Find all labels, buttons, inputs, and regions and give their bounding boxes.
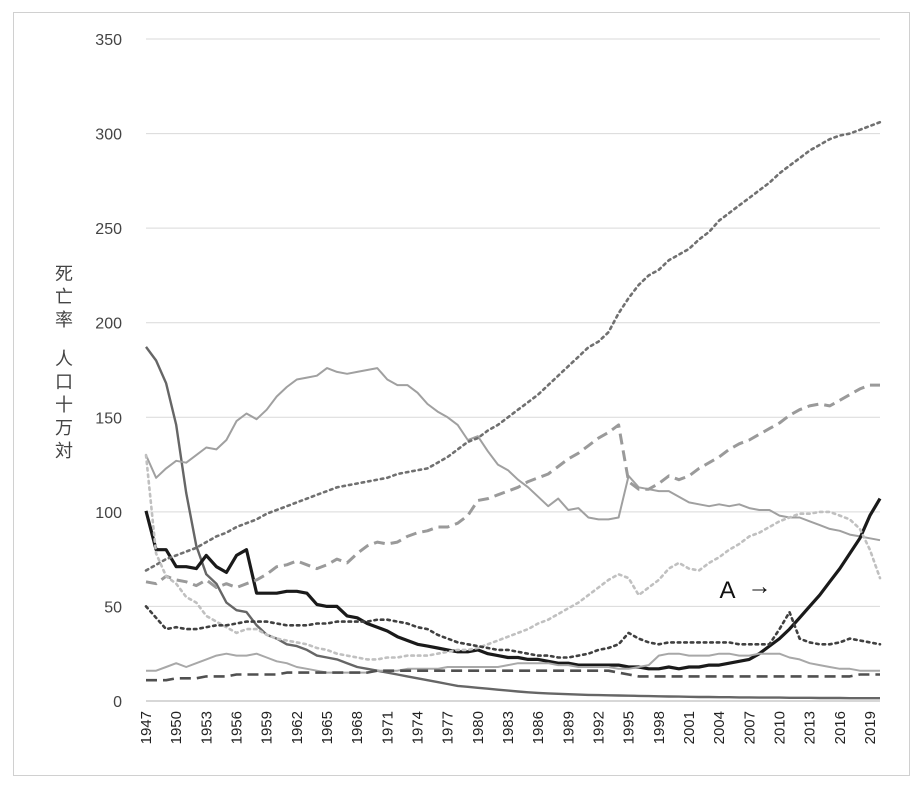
y-tick-label: 50 (104, 599, 122, 616)
y-axis-label-char: 対 (55, 441, 73, 462)
y-axis-label-char: 十 (55, 395, 73, 416)
x-tick-label: 1968 (349, 711, 366, 744)
chart-frame (13, 12, 910, 776)
x-tick-label: 1977 (440, 711, 457, 744)
y-axis-label-char: 万 (55, 418, 73, 439)
y-axis-label-char: 人 (55, 349, 73, 370)
x-tick-label: 1980 (470, 711, 487, 744)
y-tick-label: 300 (95, 127, 122, 144)
x-tick-label: 2010 (772, 711, 789, 744)
x-tick-label: 1965 (319, 711, 336, 744)
x-tick-label: 2007 (741, 711, 758, 744)
series-line-5 (145, 383, 880, 589)
x-tick-label: 1992 (591, 711, 608, 744)
y-tick-label: 0 (113, 694, 122, 711)
y-axis-label-char: 死 (55, 264, 73, 285)
x-tick-label: 1956 (229, 711, 246, 744)
annotation-label: A (720, 577, 736, 604)
y-axis-label-char: 亡 (55, 287, 73, 308)
annotation-a: A → (720, 573, 772, 604)
y-tick-label: 350 (95, 32, 122, 49)
x-tick-label: 1989 (560, 711, 577, 744)
x-tick-label: 1959 (259, 711, 276, 744)
x-tick-label: 2016 (832, 711, 849, 744)
y-axis-label-char: 口 (55, 372, 73, 393)
series-line-2 (145, 367, 881, 542)
x-tick-label: 1974 (410, 711, 427, 744)
x-tick-label: 2013 (802, 711, 819, 744)
x-tick-label: 1971 (379, 711, 396, 744)
x-tick-label: 1986 (530, 711, 547, 744)
x-tick-label: 2004 (711, 711, 728, 744)
series-lines (144, 120, 882, 700)
gridlines (146, 38, 880, 607)
y-tick-label: 150 (95, 410, 122, 427)
x-tick-labels: 1947 1950 1953 1956 1959 1962 1965 1968 1971 1974… (138, 711, 879, 744)
y-axis-label-char: 率 (55, 310, 73, 331)
y-tick-label: 200 (95, 316, 122, 333)
series-line-6 (144, 453, 882, 661)
annotation-arrow: → (748, 573, 772, 600)
x-tick-label: 1983 (500, 711, 517, 744)
y-tick-label: 250 (95, 221, 122, 238)
x-tick-label: 1995 (621, 711, 638, 744)
series-line-4 (144, 120, 882, 572)
x-tick-label: 2019 (862, 711, 879, 744)
x-tick-label: 2001 (681, 711, 698, 744)
series-line-9 (146, 669, 880, 682)
series-line-8 (146, 652, 880, 674)
y-tick-labels: 0 50 100 150 200 250 300 350 (95, 32, 122, 711)
x-tick-label: 1998 (651, 711, 668, 744)
y-tick-label: 100 (95, 505, 122, 522)
x-tick-label: 1950 (168, 711, 185, 744)
series-line-7 (144, 605, 882, 659)
x-tick-label: 1953 (198, 711, 215, 744)
x-tick-label: 1962 (289, 711, 306, 744)
x-tick-label: 1947 (138, 711, 155, 744)
